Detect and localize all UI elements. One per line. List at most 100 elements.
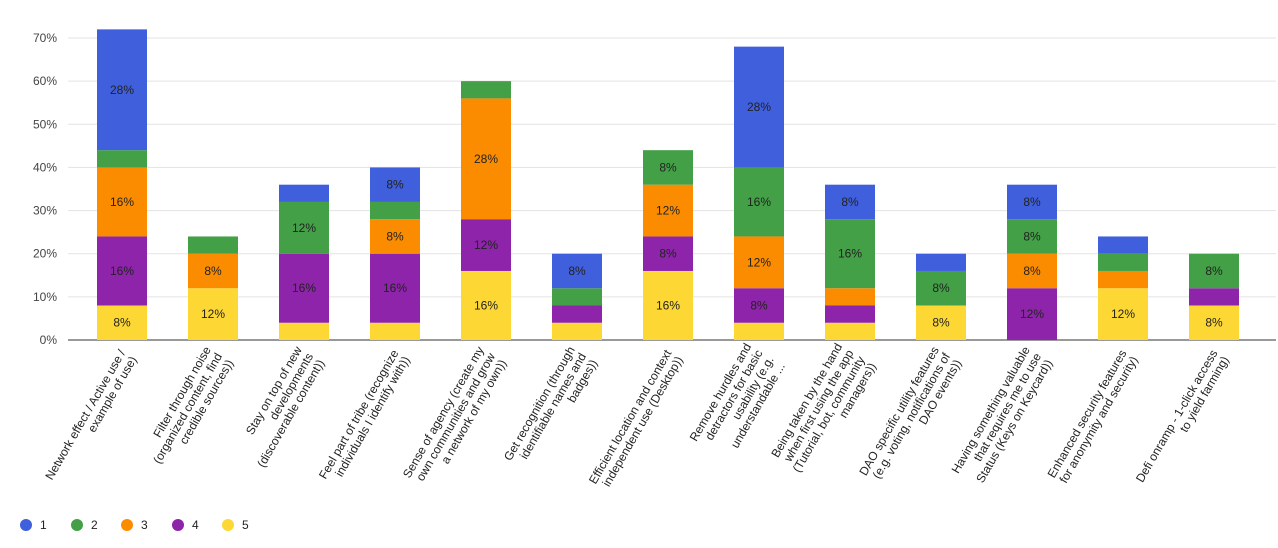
legend-item-2[interactable]: 2 [71,518,98,532]
data-label: 8% [386,229,404,243]
bar-segment-series-4 [643,236,693,271]
bar-segment-series-3 [370,219,420,254]
bar-segment-series-1 [825,184,875,220]
bar-segment-series-3 [97,167,147,237]
bar-segment-series-3 [461,98,511,220]
category-label-line: independent use (Desktop)) [600,354,686,489]
bar-segment-series-4 [370,253,420,323]
bar-segment-series-4 [734,288,784,323]
bar-segment-series-4 [825,305,875,323]
category-label: Filter through noise(organized content, … [150,344,236,466]
bar-segment-series-1 [279,184,329,202]
legend-label: 4 [192,518,199,532]
bar-segment-series-2 [188,236,238,254]
bar-segment-series-3 [643,184,693,237]
bar-segment-series-5 [1098,288,1148,340]
data-label: 28% [474,152,498,166]
bar-segment-series-3 [734,236,784,289]
bar-segment-series-3 [1007,253,1057,289]
bar-segment-series-4 [461,219,511,271]
category-label-line: Efficient location and context [586,347,675,487]
bar-segment-series-1 [552,253,602,289]
x-axis-category-labels: Network effect / Active use /example of … [42,341,1232,489]
data-label: 16% [838,247,862,261]
bar-segment-series-5 [734,322,784,340]
bar-segment-series-1 [97,29,147,151]
bar-segment-series-5 [1189,305,1239,340]
bar-segment-series-3 [1098,270,1148,289]
category-label-line: for anonymity and security) [1057,354,1141,486]
legend-label: 5 [242,518,249,532]
data-label: 12% [1020,307,1044,321]
data-label: 28% [747,100,771,114]
data-label: 16% [110,264,134,278]
data-label: 12% [474,238,498,252]
bar-segment-series-2 [825,219,875,289]
bar-segment-series-4 [97,236,147,306]
bar-segment-series-2 [97,150,147,168]
legend-item-4[interactable]: 4 [172,518,199,532]
category-label-line: Defi onramp - 1-click access [1133,347,1220,485]
data-label: 8% [841,195,859,209]
bar-segment-series-5 [279,322,329,340]
data-label: 8% [1023,229,1041,243]
data-label: 8% [113,316,131,330]
legend-swatch [172,519,184,531]
data-label: 8% [1205,316,1223,330]
data-label: 8% [932,316,950,330]
y-tick-label: 50% [33,117,57,131]
data-label: 16% [110,195,134,209]
category-label: Feel part of tribe (recognizeindividuals… [316,347,413,481]
category-label: Network effect / Active use /example of … [42,347,139,483]
category-label-line: Feel part of tribe (recognize [316,347,402,481]
legend-label: 2 [91,518,98,532]
bar-segment-series-1 [1007,184,1057,220]
data-label: 16% [656,298,680,312]
data-label: 8% [932,281,950,295]
category-label: Stay on top of newdevelopments(discovera… [243,344,327,470]
data-label: 16% [474,298,498,312]
y-tick-label: 40% [33,160,57,174]
data-label: 8% [659,160,677,174]
data-label: 16% [747,195,771,209]
data-label: 12% [292,221,316,235]
bar-segment-series-1 [1098,236,1148,254]
category-label-line: Get recognition (through [501,344,578,463]
bar-segment-series-5 [370,322,420,340]
y-axis-ticks: 0% 10% 20% 30% 40% 50% 60% 70% [33,31,57,347]
data-label: 16% [383,281,407,295]
bar-segment-series-1 [734,46,784,168]
legend-label: 1 [40,518,47,532]
legend[interactable]: 1 2 3 4 5 [20,518,249,532]
bar-segment-series-5 [97,305,147,340]
data-label: 8% [659,247,677,261]
data-label: 8% [204,264,222,278]
bar-segment-series-4 [1007,288,1057,340]
data-label: 28% [110,83,134,97]
bar-segment-series-3 [825,288,875,306]
legend-item-3[interactable]: 3 [121,518,148,532]
bar-segment-series-2 [1189,253,1239,289]
bar-segment-series-2 [734,167,784,237]
category-label-line: individuals I identify with)) [332,354,412,479]
data-label: 8% [1023,195,1041,209]
bar-segment-series-2 [1098,253,1148,271]
legend-swatch [222,519,234,531]
y-tick-label: 70% [33,31,57,45]
legend-swatch [71,519,83,531]
bar-segment-series-1 [370,167,420,202]
data-label: 8% [568,264,586,278]
y-tick-label: 30% [33,204,57,218]
bar-segment-series-4 [1189,288,1239,306]
legend-swatch [121,519,133,531]
data-label: 8% [386,178,404,192]
data-label: 12% [656,204,680,218]
bar-segment-series-5 [825,322,875,340]
legend-item-5[interactable]: 5 [222,518,249,532]
legend-item-1[interactable]: 1 [20,518,47,532]
data-label: 8% [1023,264,1041,278]
